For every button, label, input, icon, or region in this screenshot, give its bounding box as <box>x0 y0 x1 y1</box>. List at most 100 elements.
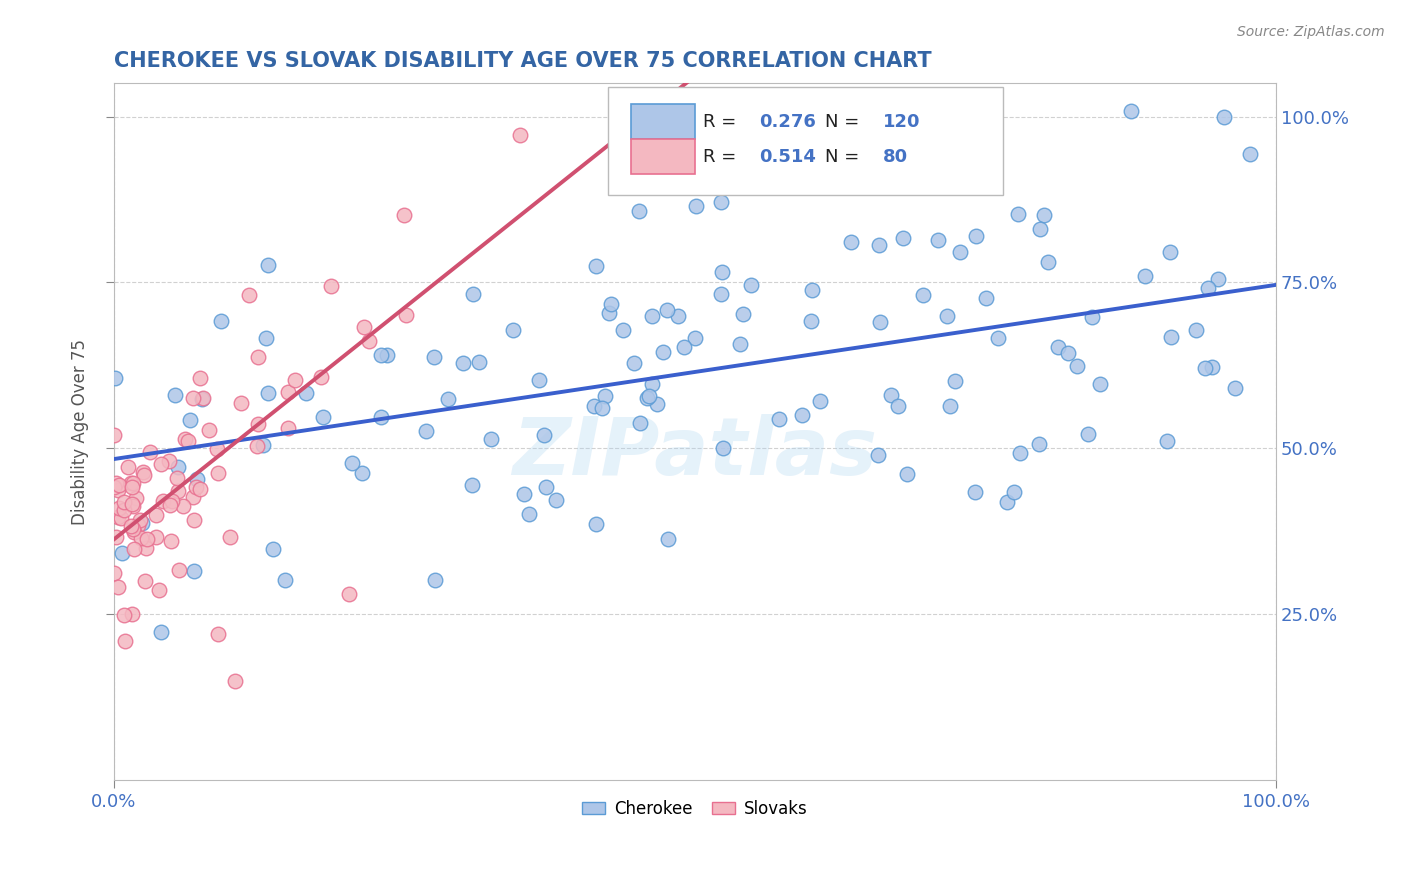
Point <box>710 265 733 279</box>
Point <box>135 541 157 555</box>
Point <box>273 574 295 588</box>
Point <box>132 465 155 479</box>
Point <box>309 369 332 384</box>
Point <box>943 374 966 388</box>
Point <box>582 399 605 413</box>
Point <box>370 348 392 362</box>
Point <box>612 323 634 337</box>
Point <box>987 331 1010 345</box>
Point <box>105 530 128 544</box>
Point <box>1225 381 1247 395</box>
Point <box>628 416 651 430</box>
Point <box>517 507 540 521</box>
Point <box>641 376 664 391</box>
FancyBboxPatch shape <box>631 104 695 139</box>
Point <box>337 587 360 601</box>
Point <box>839 235 862 249</box>
Point <box>792 408 814 422</box>
Point <box>672 341 695 355</box>
Point <box>1047 340 1070 354</box>
Point <box>1028 222 1050 236</box>
Point <box>768 412 790 426</box>
Point <box>186 480 208 494</box>
Point <box>167 563 190 577</box>
Point <box>122 522 145 536</box>
Point <box>277 384 299 399</box>
Point <box>149 457 172 471</box>
Point <box>710 195 733 210</box>
Point <box>370 410 392 425</box>
Point <box>108 477 131 491</box>
Point <box>262 541 284 556</box>
Point <box>284 373 307 387</box>
Point <box>423 350 446 364</box>
Text: N =: N = <box>825 147 865 166</box>
Point <box>121 497 143 511</box>
Point <box>1133 268 1156 283</box>
Point <box>160 493 183 508</box>
Text: 0.276: 0.276 <box>759 112 815 131</box>
Point <box>103 480 125 494</box>
Text: Source: ZipAtlas.com: Source: ZipAtlas.com <box>1237 25 1385 39</box>
Point <box>479 432 502 446</box>
Point <box>423 573 446 587</box>
Point <box>974 291 997 305</box>
Point <box>1036 255 1059 269</box>
Point <box>711 441 734 455</box>
Text: CHEROKEE VS SLOVAK DISABILITY AGE OVER 75 CORRELATION CHART: CHEROKEE VS SLOVAK DISABILITY AGE OVER 7… <box>114 51 931 70</box>
Point <box>247 417 270 431</box>
Point <box>181 391 204 405</box>
Point <box>683 330 706 344</box>
Point <box>122 499 145 513</box>
Point <box>122 525 145 540</box>
Point <box>359 334 381 348</box>
Point <box>1007 206 1029 220</box>
Point <box>1206 271 1229 285</box>
Point <box>254 331 277 345</box>
Point <box>183 513 205 527</box>
Point <box>107 509 129 524</box>
Point <box>121 480 143 494</box>
Point <box>666 309 689 323</box>
Point <box>114 503 136 517</box>
Point <box>657 533 679 547</box>
Point <box>177 434 200 449</box>
Point <box>224 673 246 688</box>
Point <box>353 319 375 334</box>
Point <box>1057 346 1080 360</box>
Point <box>728 337 751 351</box>
Point <box>122 542 145 557</box>
Point <box>655 303 678 318</box>
Point <box>896 467 918 482</box>
Point <box>174 432 197 446</box>
Text: R =: R = <box>703 147 742 166</box>
Point <box>165 388 187 402</box>
Point <box>949 245 972 260</box>
Point <box>139 444 162 458</box>
Point <box>533 427 555 442</box>
Point <box>238 288 260 302</box>
Point <box>112 608 135 623</box>
Point <box>122 476 145 491</box>
Point <box>104 370 127 384</box>
Point <box>166 471 188 485</box>
Point <box>246 351 269 365</box>
Point <box>585 517 607 532</box>
Point <box>205 442 228 457</box>
Point <box>277 421 299 435</box>
Point <box>207 627 229 641</box>
Point <box>869 316 891 330</box>
Point <box>186 472 208 486</box>
Point <box>593 389 616 403</box>
Point <box>134 468 156 483</box>
Point <box>129 513 152 527</box>
Point <box>891 230 914 244</box>
Point <box>121 607 143 622</box>
Point <box>1121 104 1143 119</box>
Point <box>1213 110 1236 124</box>
Point <box>1159 245 1181 260</box>
Point <box>209 314 232 328</box>
Point <box>148 582 170 597</box>
Point <box>740 277 762 292</box>
Point <box>1080 310 1102 325</box>
